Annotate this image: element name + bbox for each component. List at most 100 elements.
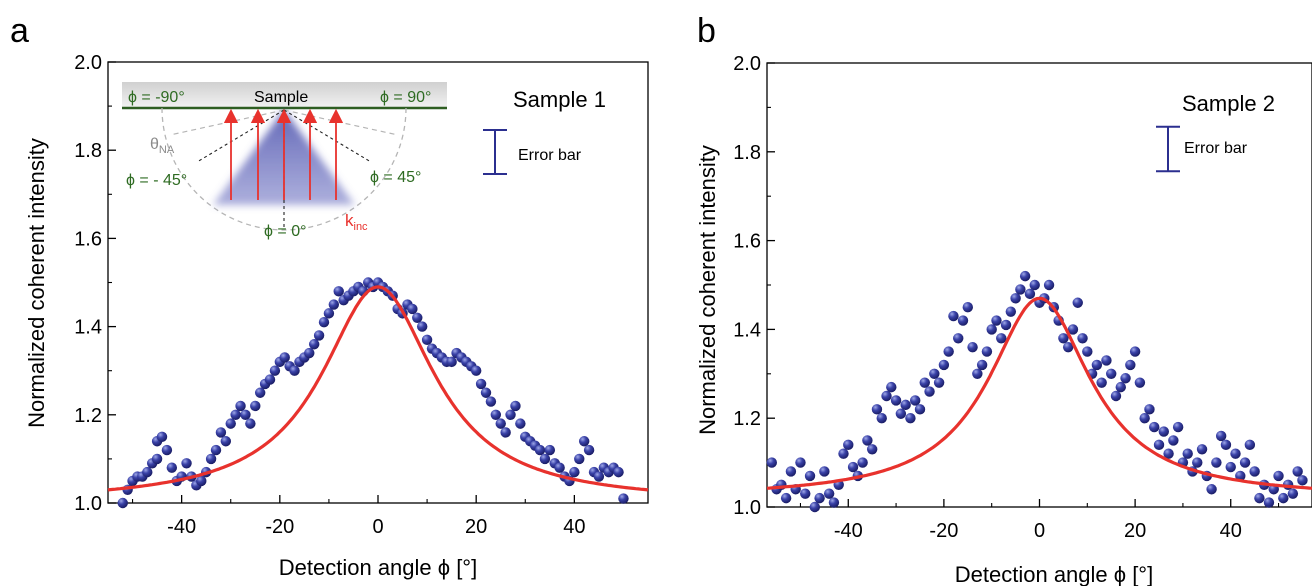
data-point (828, 497, 840, 508)
data-point (304, 347, 315, 359)
data-point (308, 339, 320, 350)
data-point (500, 427, 511, 438)
data-point (181, 458, 192, 469)
data-point (919, 377, 930, 388)
y-axis-label-a: Normalized coherent intensity (24, 138, 49, 428)
data-point (269, 365, 281, 376)
data-point (250, 400, 261, 412)
data-point (416, 321, 428, 332)
label-theta-na: θNA (150, 136, 175, 156)
data-point (593, 471, 605, 482)
data-point (800, 488, 811, 499)
data-point (264, 374, 276, 385)
label-phi-plus-90: ϕ = 90° (380, 89, 431, 106)
data-point (972, 368, 983, 379)
data-point (929, 368, 940, 379)
data-point (857, 457, 868, 468)
data-point (412, 312, 423, 323)
panel-letter-b: b (697, 12, 716, 50)
data-point (823, 488, 835, 499)
k-symbol: k (345, 211, 354, 230)
data-point (1120, 373, 1131, 384)
data-point (895, 408, 907, 419)
data-point (1000, 319, 1012, 331)
data-point (933, 377, 945, 388)
y-tick-label: 1.0 (74, 493, 102, 515)
data-point (196, 475, 207, 487)
data-point (938, 359, 950, 371)
data-point (996, 333, 1007, 344)
data-point (819, 466, 830, 477)
k-subscript: inc (354, 221, 369, 233)
x-tick-label: -20 (265, 516, 294, 538)
data-point (1273, 470, 1284, 482)
data-series-b (766, 270, 1308, 513)
data-point (539, 453, 551, 465)
data-point (328, 299, 340, 310)
data-point (838, 448, 849, 459)
y-tick-label: 1.0 (733, 497, 761, 519)
data-point (1024, 288, 1036, 300)
y-tick-label: 2.0 (74, 52, 102, 74)
label-k-inc: kinc (345, 211, 368, 233)
data-point (407, 303, 418, 315)
data-point (1125, 359, 1136, 371)
y-tick-label: 1.2 (733, 408, 761, 430)
data-point (210, 444, 222, 456)
data-point (1211, 457, 1222, 468)
error-bar-label-a: Error bar (518, 147, 582, 164)
data-point (866, 444, 878, 455)
data-point (235, 400, 246, 412)
data-point (780, 492, 792, 504)
data-point (225, 418, 236, 429)
data-point (220, 436, 232, 447)
data-point (900, 399, 911, 411)
data-point (1149, 421, 1160, 433)
data-point (1072, 297, 1083, 308)
x-axis-label-a: Detection angle ϕ [°] (279, 555, 477, 580)
na-line-right (283, 109, 399, 136)
data-point (485, 396, 497, 407)
data-point (1278, 492, 1289, 504)
x-tick-label: 0 (1034, 520, 1045, 542)
data-point (1043, 279, 1055, 291)
data-point (1005, 306, 1017, 317)
data-point (1010, 293, 1021, 304)
data-point (510, 400, 521, 412)
data-point (279, 352, 290, 363)
data-point (215, 427, 227, 438)
x-tick-label: -40 (834, 520, 863, 542)
error-bar-label-b: Error bar (1184, 140, 1248, 157)
data-point (1254, 492, 1265, 504)
y-tick-label: 1.8 (733, 142, 761, 164)
line-minus-45 (196, 109, 285, 163)
data-point (475, 378, 487, 390)
incident-arrows (223, 108, 344, 200)
data-point (957, 315, 969, 326)
x-tick-label: -40 (167, 516, 196, 538)
data-point (1115, 381, 1126, 393)
data-point (1297, 475, 1308, 486)
panel-b: b 1.0 1.2 1.4 1.6 1.8 2.0 -40 -20 0 20 40 Sample … (695, 12, 1312, 586)
data-point (446, 356, 457, 368)
data-point (151, 453, 163, 465)
data-point (534, 444, 546, 456)
data-point (569, 466, 580, 478)
data-point (254, 387, 266, 398)
data-point (505, 409, 516, 420)
y-axis-a: 1.0 1.2 1.4 1.6 1.8 2.0 (74, 52, 116, 515)
data-point (142, 466, 153, 478)
data-point (333, 286, 344, 297)
x-tick-label: 40 (563, 516, 585, 538)
data-point (986, 324, 997, 335)
error-bar-b (1156, 125, 1180, 173)
x-tick-label: 20 (465, 516, 487, 538)
label-phi-zero: ϕ = 0° (264, 223, 307, 240)
data-point (1015, 284, 1026, 295)
data-point (618, 493, 629, 504)
label-sample: Sample (254, 89, 308, 106)
data-point (544, 444, 556, 456)
theta-symbol: θ (150, 136, 159, 153)
y-tick-label: 1.6 (74, 228, 102, 250)
